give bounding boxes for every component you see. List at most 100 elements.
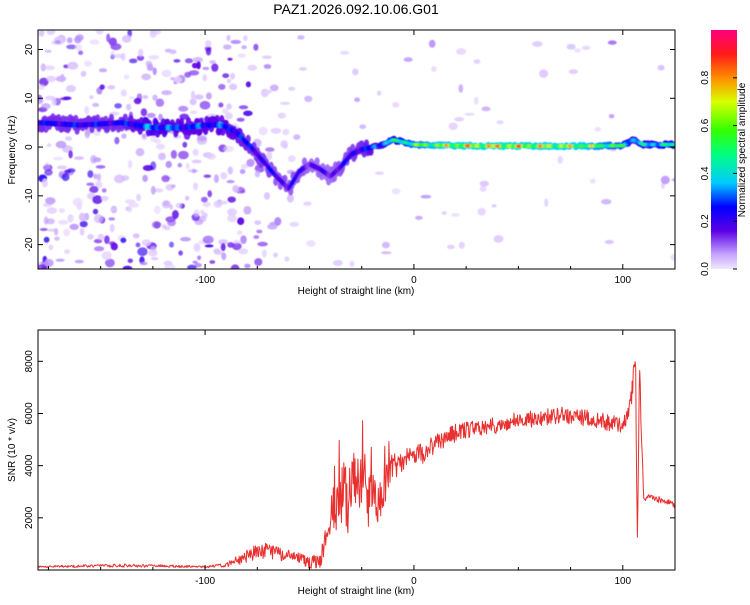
snr-x-tick-label: 100	[614, 576, 631, 587]
spectrogram-noise-cell	[187, 264, 197, 269]
spectrogram-noise-cell	[257, 241, 268, 247]
spectrogram-noise-cell	[169, 204, 174, 210]
spectrogram-noise-cell	[532, 41, 543, 47]
spectrogram-noise-cell	[279, 101, 291, 105]
spectrogram-ridge-halo	[214, 114, 220, 124]
spectrogram-noise-cell	[227, 196, 236, 203]
colorbar-gradient	[711, 30, 737, 269]
spectrogram-noise-cell	[97, 233, 105, 241]
spectrogram-noise-cell	[381, 251, 392, 255]
spectrogram-noise-cell	[226, 180, 235, 184]
spectrogram-noise-cell	[41, 178, 48, 188]
spectrogram-noise-cell	[289, 221, 300, 227]
spectrogram-noise-cell	[261, 249, 267, 258]
spectrogram-noise-cell	[243, 206, 252, 215]
spectrogram-noise-cell	[133, 97, 142, 105]
spectrogram-noise-cell	[227, 214, 237, 223]
spectrogram-noise-cell	[473, 59, 481, 64]
spectrogram-noise-cell	[263, 192, 271, 200]
spectrogram-noise-cell	[84, 105, 90, 115]
spectrogram-noise-cell	[265, 147, 275, 152]
spectrogram-noise-cell	[114, 136, 120, 145]
spectrogram-noise-cell	[448, 122, 458, 131]
spectrogram-noise-cell	[192, 148, 199, 156]
spectrogram-noise-cell	[89, 95, 94, 100]
snr-x-label: Height of straight line (km)	[298, 586, 415, 597]
spectrogram-noise-cell	[58, 219, 69, 225]
spectrogram-noise-cell	[204, 244, 214, 248]
spectrogram-noise-cell	[239, 169, 246, 174]
spectrogram-noise-cell	[110, 242, 118, 251]
spectrogram-noise-cell	[114, 174, 125, 184]
spectrogram-noise-cell	[349, 260, 355, 267]
spectrogram-noise-cell	[236, 230, 243, 235]
spectrogram-noise-cell	[154, 188, 164, 193]
spectrogram-noise-cell	[254, 170, 261, 178]
spectrogram-noise-cell	[288, 86, 296, 91]
spectrogram-noise-cell	[142, 95, 149, 99]
spectrogram-noise-cell	[660, 175, 670, 185]
spectrogram-noise-cell	[142, 174, 148, 182]
spectrogram-noise-cell	[46, 30, 56, 36]
spectrogram-noise-cell	[89, 185, 99, 194]
spectrogram-noise-cell	[224, 112, 233, 120]
spectrogram-noise-cell	[202, 201, 211, 208]
spectrogram-noise-cell	[382, 241, 390, 249]
spectrogram-noise-cell	[256, 229, 263, 234]
spectrogram-noise-cell	[55, 75, 67, 82]
spectrogram-noise-cell	[191, 159, 202, 164]
spectrogram-noise-cell	[539, 69, 549, 78]
spectrogram-noise-cell	[87, 234, 94, 240]
spectrogram-noise-cell	[264, 89, 273, 94]
spectrogram-noise-cell	[194, 263, 202, 268]
spectrogram-noise-cell	[165, 160, 172, 169]
spectrogram-noise-cell	[286, 193, 294, 203]
spectrogram-noise-cell	[298, 67, 307, 71]
spectrogram-noise-cell	[89, 39, 100, 45]
spectrogram-noise-cell	[152, 94, 158, 101]
spectrogram-noise-cell	[581, 45, 591, 51]
spectrogram-noise-cell	[175, 202, 183, 209]
spectrogram-noise-cell	[74, 259, 84, 264]
spectrogram-noise-cell	[226, 34, 231, 42]
spectrogram-noise-cell	[129, 58, 138, 64]
spectrogram-noise-cell	[94, 214, 104, 224]
spectrogram-noise-cell	[80, 70, 87, 77]
spectrogram-noise-cell	[101, 188, 107, 193]
spectrogram-noise-cell	[464, 112, 475, 116]
spectrogram-noise-cell	[238, 248, 249, 255]
spectrogram-noise-cell	[304, 95, 313, 103]
spectrogram-noise-cell	[274, 217, 282, 226]
spectrogram-noise-cell	[146, 63, 154, 71]
spectrogram-noise-cell	[218, 102, 224, 108]
spectrogram-x-label: Height of straight line (km)	[298, 286, 415, 297]
spectrogram-noise-cell	[173, 76, 182, 84]
spectrogram-noise-cell	[247, 64, 258, 71]
snr-y-tick-label: 6000	[24, 402, 35, 425]
spectrogram-ridge-halo	[314, 157, 320, 166]
spectrogram-ridge-halo	[197, 127, 203, 136]
colorbar-tick-label: 0.8	[700, 70, 711, 84]
spectrogram-noise-cell	[39, 228, 48, 231]
spectrogram-noise-cell	[202, 235, 214, 244]
spectrogram-noise-cell	[170, 150, 177, 159]
spectrogram-noise-cell	[392, 102, 400, 108]
spectrogram-noise-cell	[222, 73, 230, 79]
spectrogram-noise-cell	[146, 112, 156, 118]
spectrogram-noise-cell	[67, 61, 79, 70]
spectrogram-noise-cell	[254, 220, 262, 225]
spectrogram-noise-cell	[568, 69, 579, 75]
spectrogram-ridge-cell	[672, 143, 675, 147]
spectrogram-noise-cell	[74, 44, 83, 51]
spectrogram-noise-cell	[206, 153, 216, 160]
spectrogram-noise-cell	[240, 235, 247, 245]
spectrogram-noise-cell	[221, 252, 227, 261]
spectrogram-noise-cell	[284, 256, 290, 262]
spectrogram-noise-cell	[226, 103, 232, 110]
spectrogram-noise-cell	[241, 45, 247, 50]
spectrogram-noise-cell	[123, 74, 130, 80]
spectrogram-noise-cell	[306, 240, 316, 247]
spectrogram-noise-cell	[273, 252, 278, 258]
spectrogram-noise-cell	[193, 243, 201, 252]
spectrogram-noise-cell	[258, 126, 268, 136]
